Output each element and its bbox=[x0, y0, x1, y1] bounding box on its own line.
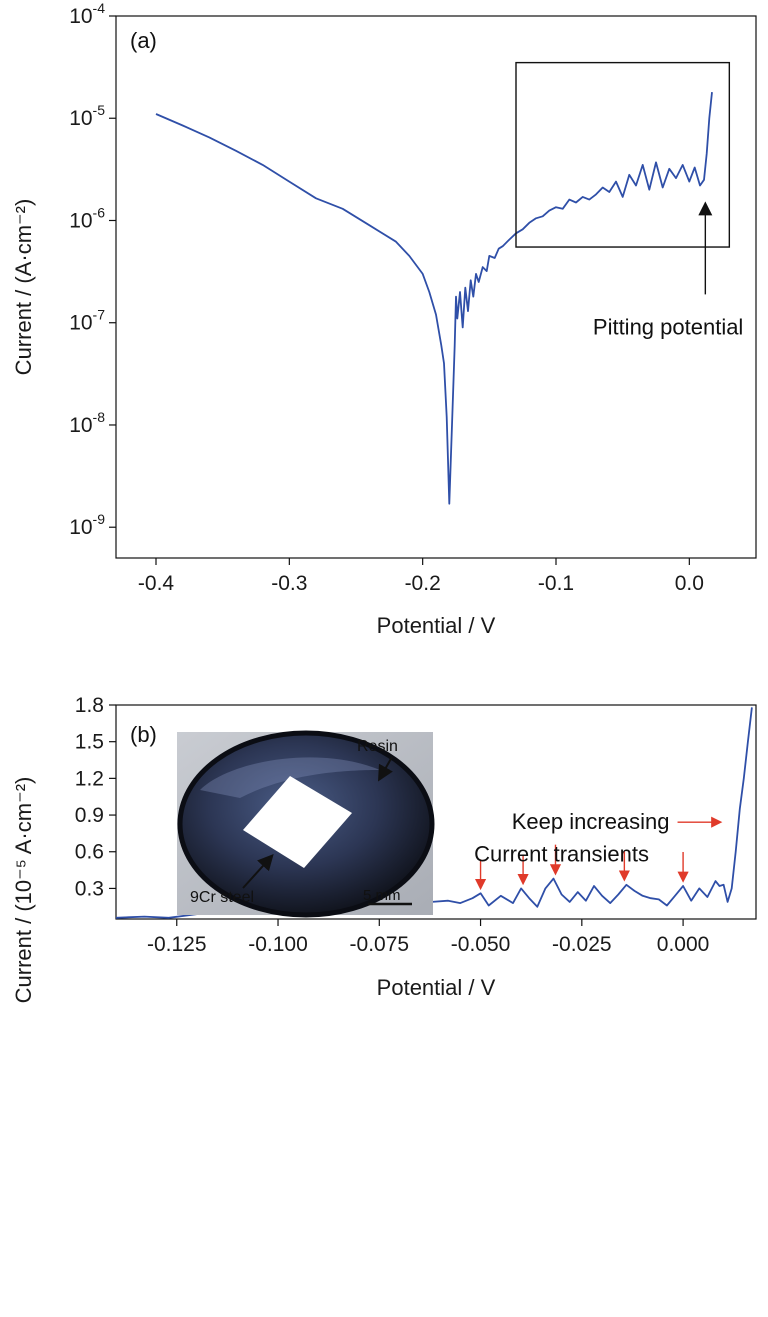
x-tick-label-b: -0.050 bbox=[451, 933, 511, 956]
series-line-a bbox=[155, 92, 713, 505]
x-tick-label-a: -0.2 bbox=[405, 572, 441, 595]
x-tick-label-a: -0.3 bbox=[271, 572, 307, 595]
y-tick-label-b: 1.5 bbox=[75, 731, 104, 754]
y-axis-b: 0.3 0.6 0.9 1.2 1.5 1.8 bbox=[75, 694, 116, 900]
y-tick-label-a: 10-4 bbox=[69, 0, 105, 28]
x-tick-label-b: -0.075 bbox=[350, 933, 410, 956]
resin-arrow bbox=[378, 756, 393, 782]
highlight-box bbox=[515, 61, 731, 248]
annotation-pitting-potential: Pitting potential bbox=[593, 314, 743, 339]
x-tick-label-a: -0.1 bbox=[538, 572, 574, 595]
steel-arrow bbox=[242, 854, 274, 889]
transient-arrows bbox=[474, 844, 689, 891]
x-tick-label-b: -0.125 bbox=[147, 933, 207, 956]
steel-sample bbox=[243, 776, 352, 868]
panel-b: (b) -0.125 -0.100 -0.075 -0.050 -0.025 0.000 … bbox=[11, 694, 757, 1004]
inset-label-scale: 5 mm bbox=[363, 887, 401, 904]
plot-frame-b bbox=[115, 704, 757, 920]
annotation-keep-increasing: Keep increasing bbox=[512, 809, 670, 834]
plot-frame-a bbox=[115, 15, 757, 559]
y-axis-title-a: Current / (A·cm⁻²) bbox=[11, 199, 36, 376]
x-tick-label-b: -0.025 bbox=[552, 933, 612, 956]
y-tick-label-b: 0.6 bbox=[75, 841, 104, 864]
inset-label-resin: Resin bbox=[357, 738, 398, 755]
y-axis-a: 10-9 10-8 10-7 10-6 10-5 10-4 bbox=[69, 0, 116, 539]
x-tick-label-a: 0.0 bbox=[675, 572, 704, 595]
x-tick-label-a: -0.4 bbox=[138, 572, 175, 595]
x-axis-b: -0.125 -0.100 -0.075 -0.050 -0.025 0.000 bbox=[147, 919, 709, 956]
y-tick-label-b: 1.2 bbox=[75, 767, 104, 790]
panel-label-a: (a) bbox=[130, 28, 157, 53]
panel-a: (a) -0.4 -0.3 -0.2 -0.1 0.0 10-9 10-8 10-7 10-6… bbox=[11, 0, 757, 638]
y-tick-label-a: 10-7 bbox=[69, 307, 105, 335]
annotation-current-transients: Current transients bbox=[474, 842, 649, 867]
resin-disc-rim bbox=[177, 730, 435, 918]
y-tick-label-a: 10-9 bbox=[69, 511, 105, 539]
y-tick-label-b: 1.8 bbox=[75, 694, 104, 717]
y-tick-label-a: 10-6 bbox=[69, 204, 105, 232]
y-tick-label-b: 0.9 bbox=[75, 804, 104, 827]
x-axis-a: -0.4 -0.3 -0.2 -0.1 0.0 bbox=[138, 558, 704, 595]
x-axis-title-a: Potential / V bbox=[377, 613, 496, 638]
y-tick-label-b: 0.3 bbox=[75, 877, 104, 900]
x-axis-title-b: Potential / V bbox=[377, 975, 496, 1000]
panel-label-b: (b) bbox=[130, 722, 157, 747]
inset-label-9cr-steel: 9Cr steel bbox=[190, 889, 254, 906]
x-tick-label-b: -0.100 bbox=[248, 933, 308, 956]
inset-photo: Resin 9Cr steel 5 mm bbox=[177, 730, 435, 918]
y-tick-label-a: 10-8 bbox=[69, 409, 105, 437]
y-axis-title-b: Current / (10⁻⁵ A·cm⁻²) bbox=[11, 777, 36, 1004]
y-tick-label-a: 10-5 bbox=[69, 102, 105, 130]
x-tick-label-b: 0.000 bbox=[657, 933, 710, 956]
